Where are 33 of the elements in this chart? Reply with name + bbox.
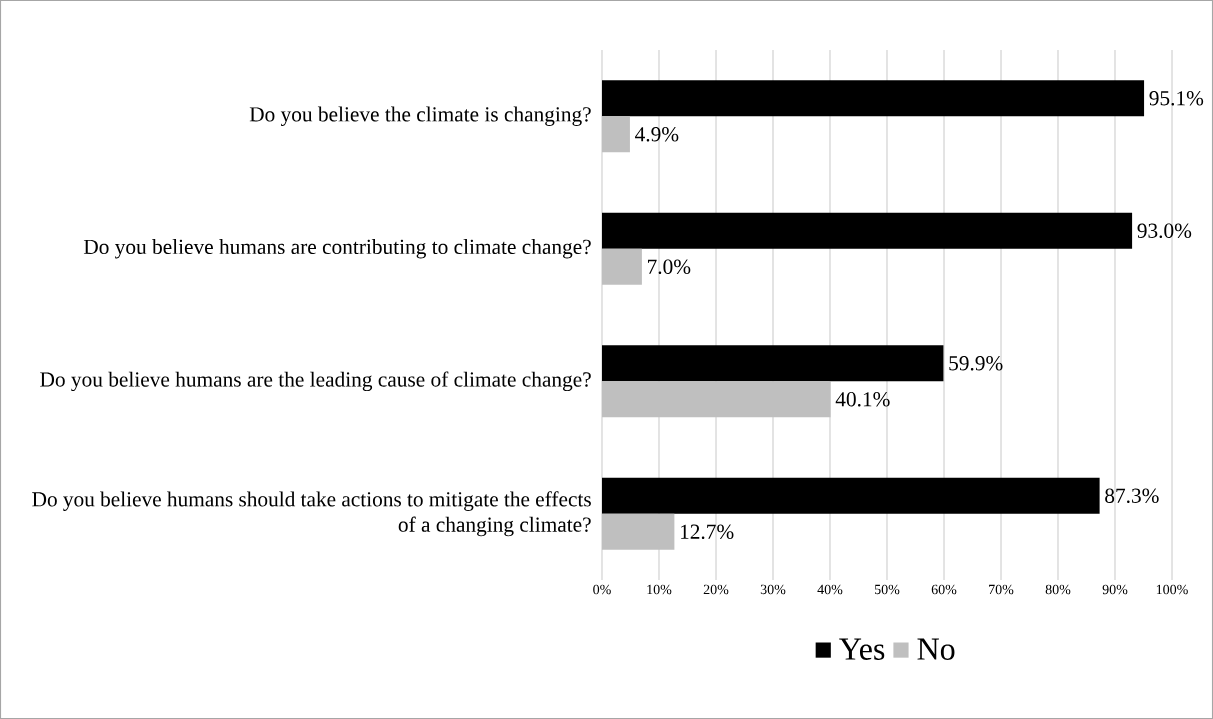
bar (602, 477, 1100, 514)
bar (602, 212, 1133, 249)
bar (602, 116, 630, 153)
bar (602, 345, 944, 382)
x-tick-label: 0% (593, 584, 611, 595)
bar (602, 381, 831, 418)
data-label: 87.3% (1105, 488, 1159, 503)
x-tick-label: 90% (1102, 584, 1128, 595)
x-tick-label: 40% (817, 584, 843, 595)
bar (602, 513, 675, 550)
x-tick-label: 60% (931, 584, 957, 595)
x-tick-label: 70% (989, 584, 1014, 595)
bar (602, 248, 642, 285)
x-tick-label: 20% (703, 584, 729, 595)
y-tick-label: Do you believe the climate is changing? (249, 106, 591, 126)
y-tick-label: Do you believe humans are the leading cause of climate change? (40, 371, 591, 392)
data-label: 4.9% (635, 127, 679, 142)
data-label: 12.7% (680, 524, 734, 539)
legend-label: Yes (839, 638, 885, 660)
data-label: 95.1% (1149, 91, 1204, 106)
x-tick-label: 80% (1045, 584, 1071, 595)
legend-label: No (917, 638, 955, 660)
data-label: 40.1% (835, 392, 890, 407)
x-tick-label: 50% (874, 584, 900, 595)
data-label: 59.9% (949, 356, 1003, 371)
bar (602, 80, 1145, 117)
y-tick-label: Do you believe humans are contributing to climate change? (83, 239, 591, 259)
data-label: 93.0% (1137, 223, 1192, 238)
x-tick-label: 100% (1156, 584, 1188, 595)
data-label: 7.0% (648, 259, 691, 274)
y-tick-label: Do you believe humans should take actions to mitigate the effects of a changing climate? (32, 491, 591, 537)
x-tick-label: 10% (647, 584, 672, 595)
x-tick-label: 30% (760, 584, 786, 595)
